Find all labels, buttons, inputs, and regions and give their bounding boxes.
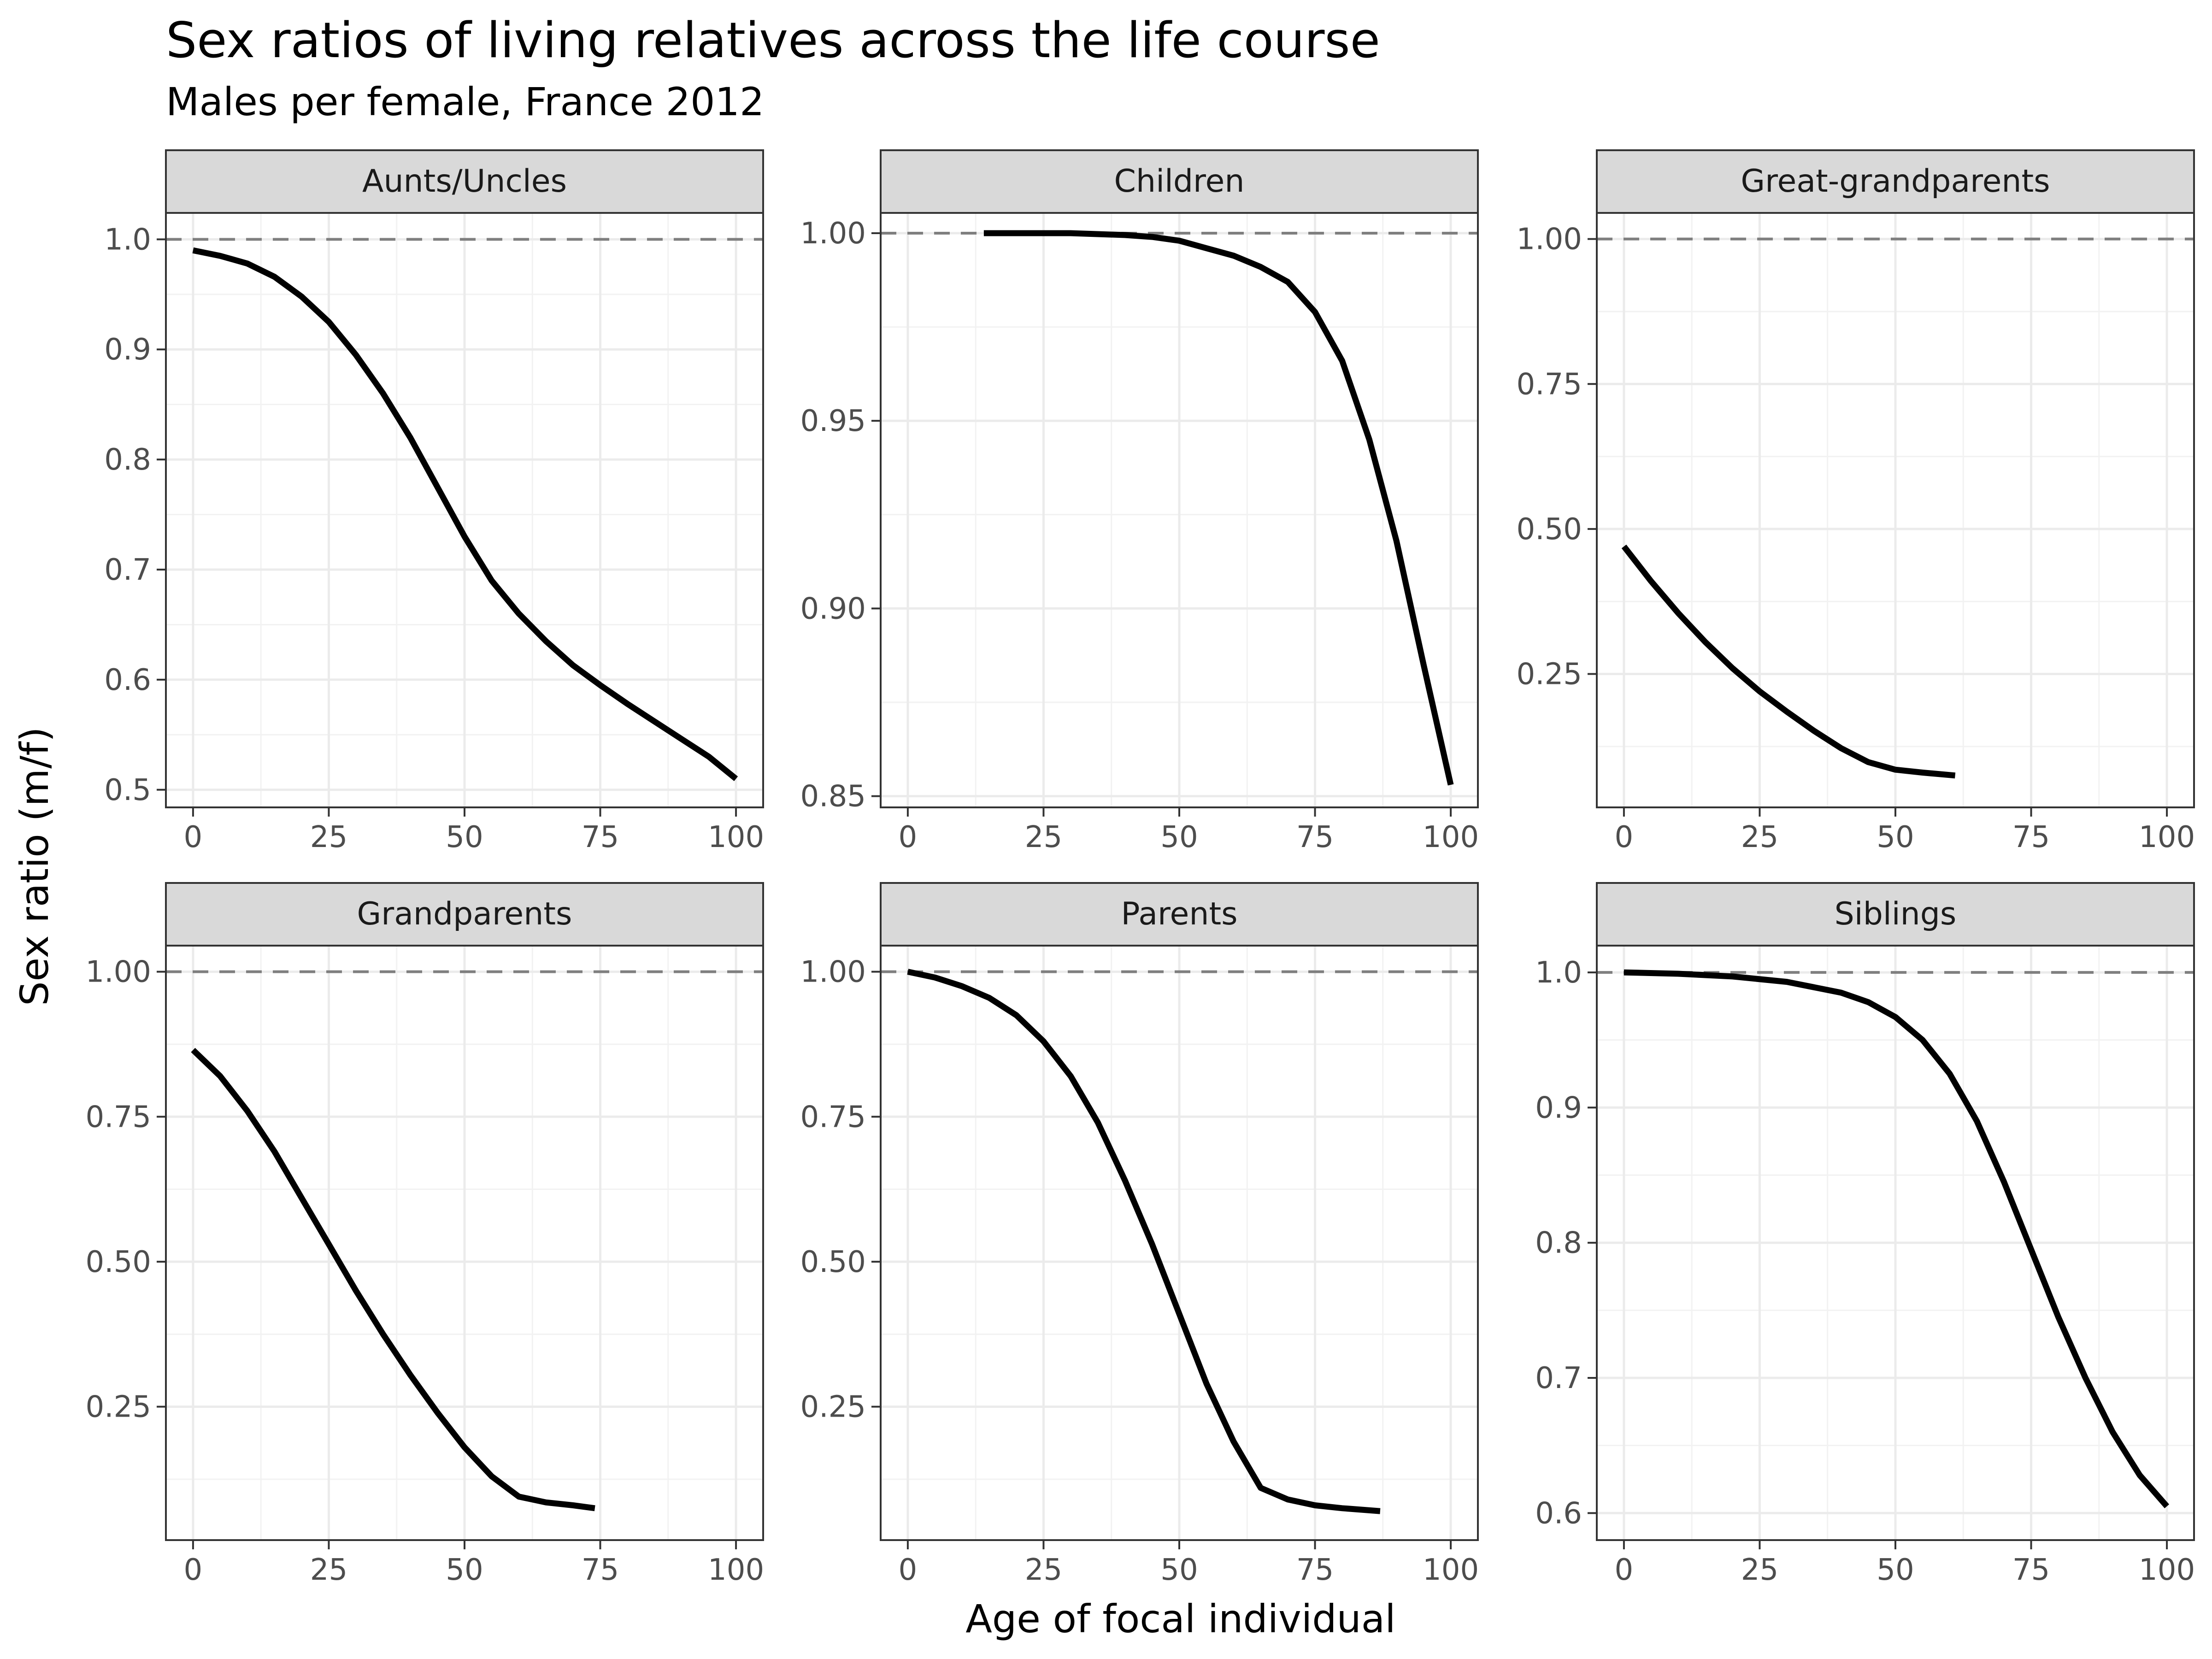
y-tick-label: 0.75 — [800, 1100, 866, 1134]
x-tick-label: 75 — [582, 1553, 619, 1587]
facet-strip-label: Aunts/Uncles — [362, 163, 567, 200]
y-tick-label: 0.25 — [1517, 658, 1583, 692]
y-tick-label: 0.75 — [86, 1100, 152, 1134]
facet-strip-label: Parents — [1121, 896, 1237, 932]
y-tick-label: 0.5 — [104, 773, 151, 807]
x-tick-label: 0 — [184, 820, 203, 854]
facet-strip-label: Siblings — [1835, 896, 1957, 932]
x-tick-label: 100 — [1423, 1553, 1479, 1587]
x-tick-label: 25 — [1741, 1553, 1778, 1587]
y-tick-label: 0.50 — [1517, 512, 1583, 547]
x-tick-label: 25 — [310, 1553, 347, 1587]
panel-grandparents: Grandparents 0 25 50 75 100 0.25 0.50 0.75 1.00 — [86, 882, 764, 1587]
x-tick-label: 25 — [1025, 820, 1062, 854]
series-line — [983, 230, 1454, 786]
series-line — [192, 247, 738, 781]
series-line — [907, 969, 1381, 1514]
y-tick-label: 1.00 — [800, 217, 866, 251]
panel-great-grandparents: Great-grandparents 0 25 50 75 100 0.25 0.50 0.75… — [1517, 149, 2195, 854]
x-tick-label: 0 — [1615, 1553, 1634, 1587]
x-tick-label: 0 — [184, 1553, 203, 1587]
facet-strip-label: Great-grandparents — [1741, 163, 2050, 200]
x-tick-label: 100 — [1423, 820, 1479, 854]
x-tick-label: 50 — [1877, 1553, 1914, 1587]
x-tick-label: 100 — [708, 1553, 764, 1587]
facet-strip-label: Children — [1114, 163, 1245, 200]
y-tick-label: 0.85 — [800, 780, 866, 814]
y-tick-label: 0.75 — [1517, 367, 1583, 401]
panel-parents: Parents 0 25 50 75 100 0.25 0.50 0.75 1.00 — [800, 882, 1479, 1587]
y-tick-label: 0.6 — [104, 663, 151, 697]
y-tick-label: 1.00 — [1517, 223, 1583, 257]
y-tick-label: 0.25 — [86, 1390, 152, 1424]
facet-strip — [880, 882, 1479, 947]
y-tick-label: 1.0 — [1535, 956, 1582, 990]
y-tick-label: 1.0 — [104, 223, 151, 257]
x-tick-label: 0 — [899, 820, 918, 854]
facet-strip — [1596, 882, 2195, 947]
facet-strip-label: Grandparents — [357, 896, 572, 932]
y-tick-label: 1.00 — [800, 955, 866, 989]
chart-title: Sex ratios of living relatives across th… — [166, 12, 1380, 69]
facet-strip — [880, 149, 1479, 214]
x-tick-label: 25 — [1025, 1553, 1062, 1587]
y-axis-title: Sex ratio (m/f) — [12, 727, 57, 1006]
x-tick-label: 100 — [708, 820, 764, 854]
y-tick-label: 0.8 — [1535, 1226, 1582, 1260]
y-tick-label: 0.95 — [800, 404, 866, 438]
x-tick-label: 0 — [899, 1553, 918, 1587]
series-line — [1624, 969, 2169, 1508]
chart-subtitle: Males per female, France 2012 — [166, 79, 764, 124]
x-tick-label: 100 — [2139, 1553, 2195, 1587]
panel-children: Children 0 25 50 75 100 0.85 0.90 0.95 1.00 — [800, 149, 1479, 854]
y-tick-label: 0.90 — [800, 592, 866, 626]
x-tick-label: 75 — [1296, 820, 1334, 854]
y-tick-label: 0.8 — [104, 443, 151, 477]
facet-strip — [165, 882, 764, 947]
x-tick-label: 50 — [1877, 820, 1914, 854]
x-tick-label: 0 — [1615, 820, 1634, 854]
x-tick-label: 75 — [2012, 1553, 2050, 1587]
facet-strip — [1596, 149, 2195, 214]
x-tick-label: 50 — [1160, 820, 1198, 854]
x-tick-label: 25 — [310, 820, 347, 854]
y-tick-label: 0.6 — [1535, 1496, 1582, 1530]
x-tick-label: 50 — [1160, 1553, 1198, 1587]
facet-strip — [165, 149, 764, 214]
x-tick-label: 50 — [446, 820, 483, 854]
x-tick-label: 75 — [1296, 1553, 1334, 1587]
y-tick-label: 0.9 — [1535, 1091, 1582, 1125]
x-tick-label: 75 — [582, 820, 619, 854]
x-tick-label: 75 — [2012, 820, 2050, 854]
y-tick-label: 0.9 — [104, 333, 151, 367]
panel-siblings: Siblings 0 25 50 75 100 0.6 0.7 0.8 0.9 1.0 — [1535, 882, 2195, 1587]
y-tick-label: 0.25 — [800, 1390, 866, 1424]
facet-panels: Aunts/Uncles 0 25 50 75 100 0.5 0.6 0.7 0.8 0.9 1.0… — [86, 149, 2195, 1587]
y-tick-label: 1.00 — [86, 955, 152, 989]
panel-aunts-uncles: Aunts/Uncles 0 25 50 75 100 0.5 0.6 0.7 0.8 0.9 1.0 — [104, 149, 764, 854]
x-tick-label: 50 — [446, 1553, 483, 1587]
series-line — [191, 1047, 595, 1512]
y-tick-label: 0.50 — [86, 1245, 152, 1279]
y-tick-label: 0.50 — [800, 1245, 866, 1279]
y-tick-label: 0.7 — [1535, 1361, 1582, 1395]
series-line — [1621, 544, 1956, 779]
x-tick-label: 25 — [1741, 820, 1778, 854]
x-tick-label: 100 — [2139, 820, 2195, 854]
x-axis-title: Age of focal individual — [965, 1596, 1395, 1641]
y-tick-label: 0.7 — [104, 553, 151, 587]
